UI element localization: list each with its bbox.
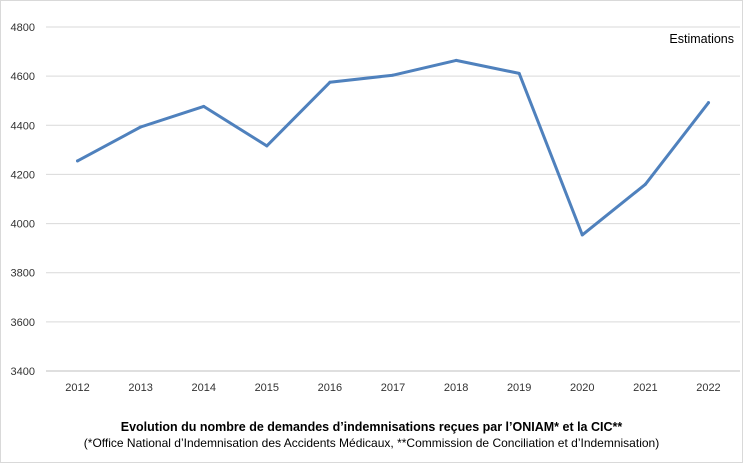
- series-layer: [76, 58, 710, 237]
- gridlines: [46, 26, 740, 372]
- data-point-2013: [139, 125, 143, 129]
- chart-caption: Evolution du nombre de demandes d’indemn…: [0, 419, 743, 451]
- series-line-0: [76, 58, 710, 237]
- x-tick-label-2020: 2020: [570, 382, 594, 394]
- y-tick-label-4800: 4800: [11, 22, 35, 34]
- y-axis-ticks: 3400 3600 3800 4000 4200 4400 4600 4800: [11, 22, 35, 378]
- x-tick-label-2013: 2013: [128, 382, 152, 394]
- x-tick-label-2021: 2021: [633, 382, 657, 394]
- y-tick-label-4000: 4000: [11, 219, 35, 231]
- y-tick-label-4200: 4200: [11, 169, 35, 181]
- chart-subtitle: (*Office National d’Indemnisation des Ac…: [83, 436, 660, 450]
- data-point-2017: [391, 73, 395, 77]
- y-tick-label-3800: 3800: [11, 268, 35, 280]
- x-tick-label-2018: 2018: [444, 382, 468, 394]
- data-point-2018: [454, 58, 458, 62]
- x-axis-ticks: 2012 2013 2014 2015 2016 2017 2018 2019 2020 2021…: [65, 382, 720, 394]
- data-point-2015: [265, 144, 269, 148]
- data-point-2012: [76, 159, 80, 163]
- chart-title: Evolution du nombre de demandes d’indemn…: [120, 420, 623, 434]
- x-tick-label-2015: 2015: [255, 382, 279, 394]
- y-tick-label-3400: 3400: [11, 366, 35, 378]
- y-tick-label-4600: 4600: [11, 71, 35, 83]
- y-tick-label-3600: 3600: [11, 317, 35, 329]
- x-tick-label-2022: 2022: [696, 382, 720, 394]
- x-tick-label-2017: 2017: [381, 382, 405, 394]
- data-point-2020: [580, 233, 584, 237]
- data-point-2021: [643, 182, 647, 186]
- x-tick-label-2016: 2016: [318, 382, 342, 394]
- data-point-2019: [517, 71, 521, 75]
- x-tick-label-2014: 2014: [191, 382, 215, 394]
- y-tick-label-4400: 4400: [11, 120, 35, 132]
- x-tick-label-2019: 2019: [507, 382, 531, 394]
- data-point-2022: [706, 101, 710, 105]
- estimations-annotation: Estimations: [669, 32, 734, 46]
- data-point-2016: [328, 80, 332, 84]
- x-tick-label-2012: 2012: [65, 382, 89, 394]
- data-point-2014: [202, 104, 206, 108]
